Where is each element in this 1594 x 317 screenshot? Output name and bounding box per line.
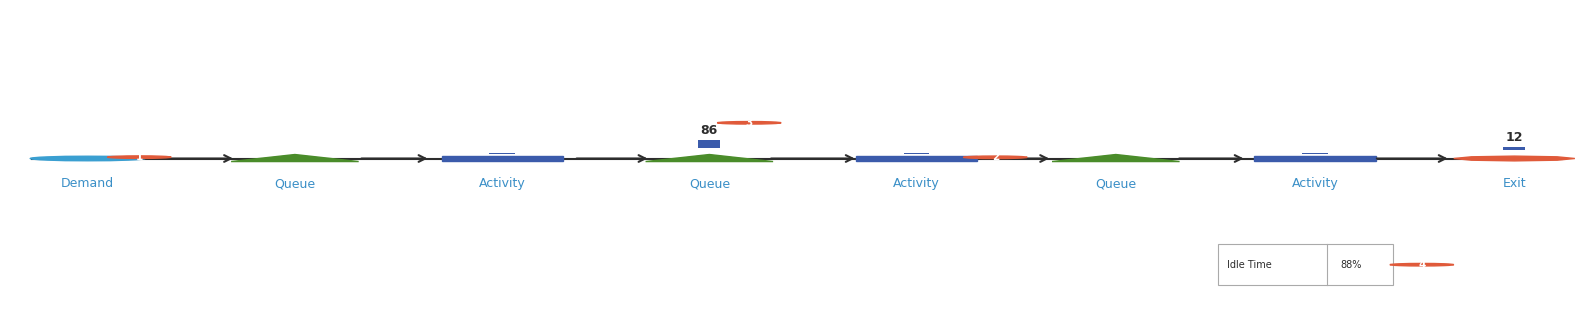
Bar [698, 141, 720, 142]
Text: 1: 1 [135, 152, 143, 162]
Text: 4: 4 [1419, 260, 1425, 270]
Ellipse shape [107, 156, 171, 158]
Bar [698, 142, 720, 143]
Text: 12: 12 [1506, 131, 1522, 144]
Bar [1503, 147, 1525, 148]
Text: Activity: Activity [478, 177, 526, 190]
Bar [1254, 156, 1376, 161]
Text: Idle Time: Idle Time [1227, 260, 1272, 270]
Text: Queue: Queue [1095, 178, 1137, 191]
Bar [1503, 149, 1525, 150]
Text: 86: 86 [701, 124, 717, 137]
Bar [856, 156, 977, 161]
Bar [698, 143, 720, 144]
Text: 88%: 88% [1341, 260, 1361, 270]
Polygon shape [646, 154, 773, 162]
Ellipse shape [717, 121, 781, 124]
Bar [698, 140, 720, 141]
Polygon shape [1454, 156, 1575, 161]
Polygon shape [1052, 154, 1180, 162]
Text: Demand: Demand [61, 177, 115, 190]
Text: Queue: Queue [689, 178, 730, 191]
Text: 2: 2 [991, 152, 999, 162]
Bar [698, 144, 720, 145]
Ellipse shape [963, 156, 1027, 158]
Polygon shape [231, 154, 359, 162]
Text: Exit: Exit [1503, 177, 1525, 190]
Bar [698, 146, 720, 147]
Text: Queue: Queue [274, 178, 316, 191]
Text: Activity: Activity [893, 177, 940, 190]
Ellipse shape [30, 156, 145, 161]
Text: Activity: Activity [1291, 177, 1339, 190]
FancyBboxPatch shape [1218, 244, 1393, 285]
Ellipse shape [1390, 263, 1454, 266]
Bar [442, 156, 563, 161]
Bar [698, 147, 720, 148]
Bar [1503, 148, 1525, 149]
Text: 3: 3 [746, 118, 752, 128]
